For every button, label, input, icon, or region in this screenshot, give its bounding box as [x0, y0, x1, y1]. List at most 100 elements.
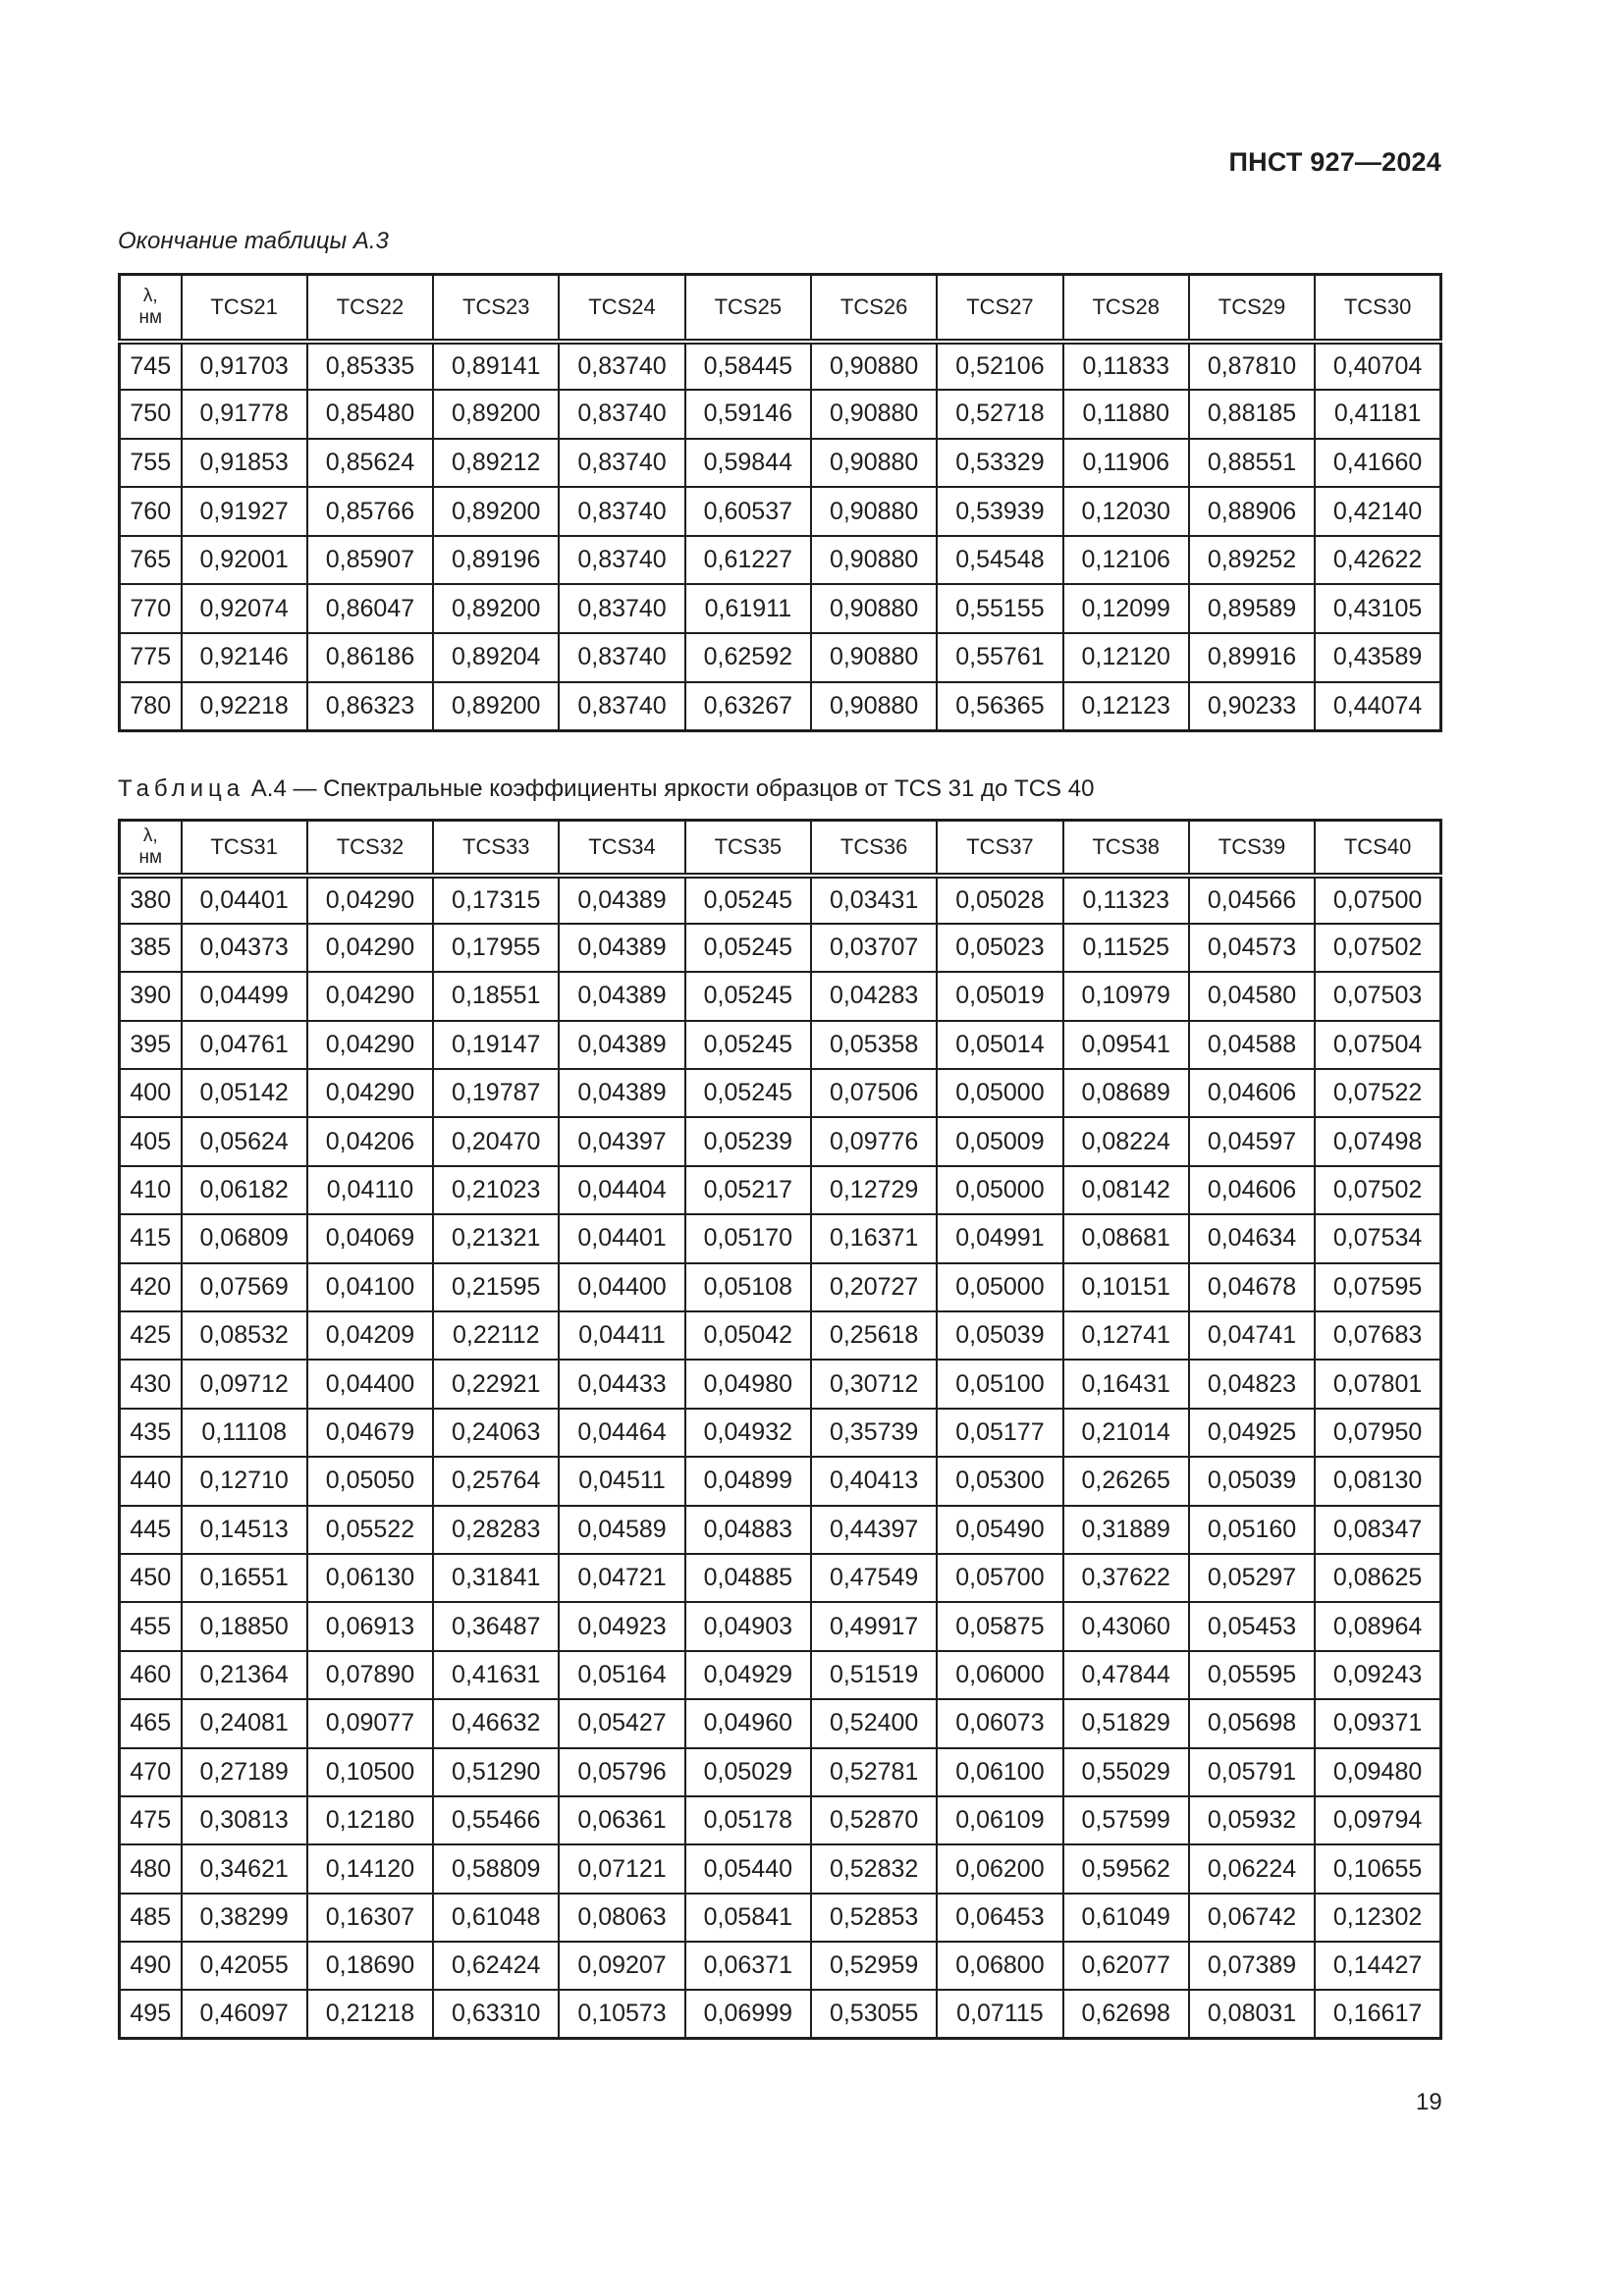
value-cell: 0,05177: [936, 1407, 1064, 1459]
table-row: 750 0,91778 0,85480 0,89200 0,83740 0,59146 0,…: [118, 389, 1442, 440]
value-cell: 0,07801: [1314, 1359, 1442, 1410]
value-cell: 0,04389: [558, 1019, 686, 1071]
page-number: 19: [1416, 2089, 1442, 2115]
table-row: 435 0,11108 0,04679 0,24063 0,04464 0,04932 0,…: [118, 1407, 1442, 1459]
value-cell: 0,04991: [936, 1213, 1064, 1264]
value-cell: 0,07534: [1314, 1213, 1442, 1264]
value-cell: 0,12180: [305, 1794, 435, 1846]
value-cell: 0,09776: [809, 1116, 939, 1167]
value-cell: 0,08689: [1061, 1068, 1190, 1119]
wavelength-cell: 780: [118, 680, 183, 732]
value-cell: 0,06742: [1187, 1892, 1317, 1944]
value-cell: 0,05142: [180, 1068, 308, 1119]
value-cell: 0,89916: [1187, 632, 1317, 683]
value-cell: 0,11323: [1061, 874, 1190, 925]
value-cell: 0,05490: [936, 1504, 1064, 1555]
value-cell: 0,04290: [305, 874, 435, 925]
value-cell: 0,05019: [936, 971, 1064, 1022]
column-header: TCS33: [432, 819, 561, 879]
value-cell: 0,86186: [305, 632, 435, 683]
value-cell: 0,03707: [809, 922, 939, 974]
value-cell: 0,05170: [683, 1213, 812, 1264]
value-cell: 0,05522: [305, 1504, 435, 1555]
lambda-symbol: λ,: [142, 825, 158, 846]
value-cell: 0,12030: [1061, 486, 1190, 537]
value-cell: 0,05698: [1187, 1698, 1317, 1749]
value-cell: 0,09480: [1314, 1746, 1442, 1797]
wavelength-cell: 430: [118, 1359, 183, 1410]
value-cell: 0,11833: [1061, 340, 1190, 392]
value-cell: 0,91703: [180, 340, 308, 392]
value-cell: 0,04960: [683, 1698, 812, 1749]
table-row: 400 0,05142 0,04290 0,19787 0,04389 0,05245 0,…: [118, 1068, 1442, 1119]
table-row: 385 0,04373 0,04290 0,17955 0,04389 0,05245 0,…: [118, 922, 1442, 974]
column-header: TCS32: [305, 819, 435, 879]
value-cell: 0,07502: [1314, 922, 1442, 974]
value-cell: 0,90880: [809, 534, 939, 586]
value-cell: 0,91853: [180, 437, 308, 489]
table-row: 755 0,91853 0,85624 0,89212 0,83740 0,59844 0,…: [118, 437, 1442, 489]
value-cell: 0,21023: [432, 1164, 561, 1216]
value-cell: 0,04929: [683, 1649, 812, 1701]
value-cell: 0,47844: [1061, 1649, 1190, 1701]
table-row: 445 0,14513 0,05522 0,28283 0,04589 0,04883 0,…: [118, 1504, 1442, 1555]
wavelength-cell: 470: [118, 1746, 183, 1797]
value-cell: 0,20727: [809, 1261, 939, 1313]
value-cell: 0,58809: [432, 1843, 561, 1895]
table-a4-caption: Таблица А.4 — Спектральные коэффициенты …: [118, 775, 1094, 803]
value-cell: 0,05245: [683, 971, 812, 1022]
wavelength-cell: 450: [118, 1552, 183, 1604]
value-cell: 0,04400: [558, 1261, 686, 1313]
value-cell: 0,26265: [1061, 1456, 1190, 1507]
value-cell: 0,04597: [1187, 1116, 1317, 1167]
value-cell: 0,21364: [180, 1649, 308, 1701]
value-cell: 0,92218: [180, 680, 308, 732]
value-cell: 0,04932: [683, 1407, 812, 1459]
value-cell: 0,04373: [180, 922, 308, 974]
value-cell: 0,43105: [1314, 583, 1442, 635]
value-cell: 0,83740: [558, 534, 686, 586]
table-row: 430 0,09712 0,04400 0,22921 0,04433 0,04980 0,…: [118, 1359, 1442, 1410]
value-cell: 0,09243: [1314, 1649, 1442, 1701]
value-cell: 0,19787: [432, 1068, 561, 1119]
value-cell: 0,06182: [180, 1164, 308, 1216]
value-cell: 0,42622: [1314, 534, 1442, 586]
value-cell: 0,31889: [1061, 1504, 1190, 1555]
value-cell: 0,16551: [180, 1552, 308, 1604]
value-cell: 0,59146: [683, 389, 812, 440]
value-cell: 0,04606: [1187, 1068, 1317, 1119]
value-cell: 0,05000: [936, 1068, 1064, 1119]
value-cell: 0,05178: [683, 1794, 812, 1846]
value-cell: 0,04389: [558, 874, 686, 925]
value-cell: 0,52959: [809, 1941, 939, 1992]
value-cell: 0,09207: [558, 1941, 686, 1992]
value-cell: 0,40704: [1314, 340, 1442, 392]
value-cell: 0,55029: [1061, 1746, 1190, 1797]
column-header: TCS25: [683, 273, 812, 345]
value-cell: 0,11108: [180, 1407, 308, 1459]
value-cell: 0,04400: [305, 1359, 435, 1410]
wavelength-cell: 400: [118, 1068, 183, 1119]
value-cell: 0,04401: [558, 1213, 686, 1264]
value-cell: 0,05875: [936, 1601, 1064, 1652]
value-cell: 0,07506: [809, 1068, 939, 1119]
table-row: 770 0,92074 0,86047 0,89200 0,83740 0,61911 0,…: [118, 583, 1442, 635]
value-cell: 0,05050: [305, 1456, 435, 1507]
value-cell: 0,05453: [1187, 1601, 1317, 1652]
value-cell: 0,89200: [432, 486, 561, 537]
value-cell: 0,04923: [558, 1601, 686, 1652]
value-cell: 0,54548: [936, 534, 1064, 586]
wavelength-cell: 410: [118, 1164, 183, 1216]
value-cell: 0,04464: [558, 1407, 686, 1459]
value-cell: 0,04511: [558, 1456, 686, 1507]
value-cell: 0,05791: [1187, 1746, 1317, 1797]
value-cell: 0,90880: [809, 486, 939, 537]
column-header: TCS39: [1187, 819, 1317, 879]
value-cell: 0,59562: [1061, 1843, 1190, 1895]
value-cell: 0,59844: [683, 437, 812, 489]
value-cell: 0,22112: [432, 1310, 561, 1362]
value-cell: 0,06913: [305, 1601, 435, 1652]
value-cell: 0,90880: [809, 437, 939, 489]
value-cell: 0,89212: [432, 437, 561, 489]
value-cell: 0,57599: [1061, 1794, 1190, 1846]
